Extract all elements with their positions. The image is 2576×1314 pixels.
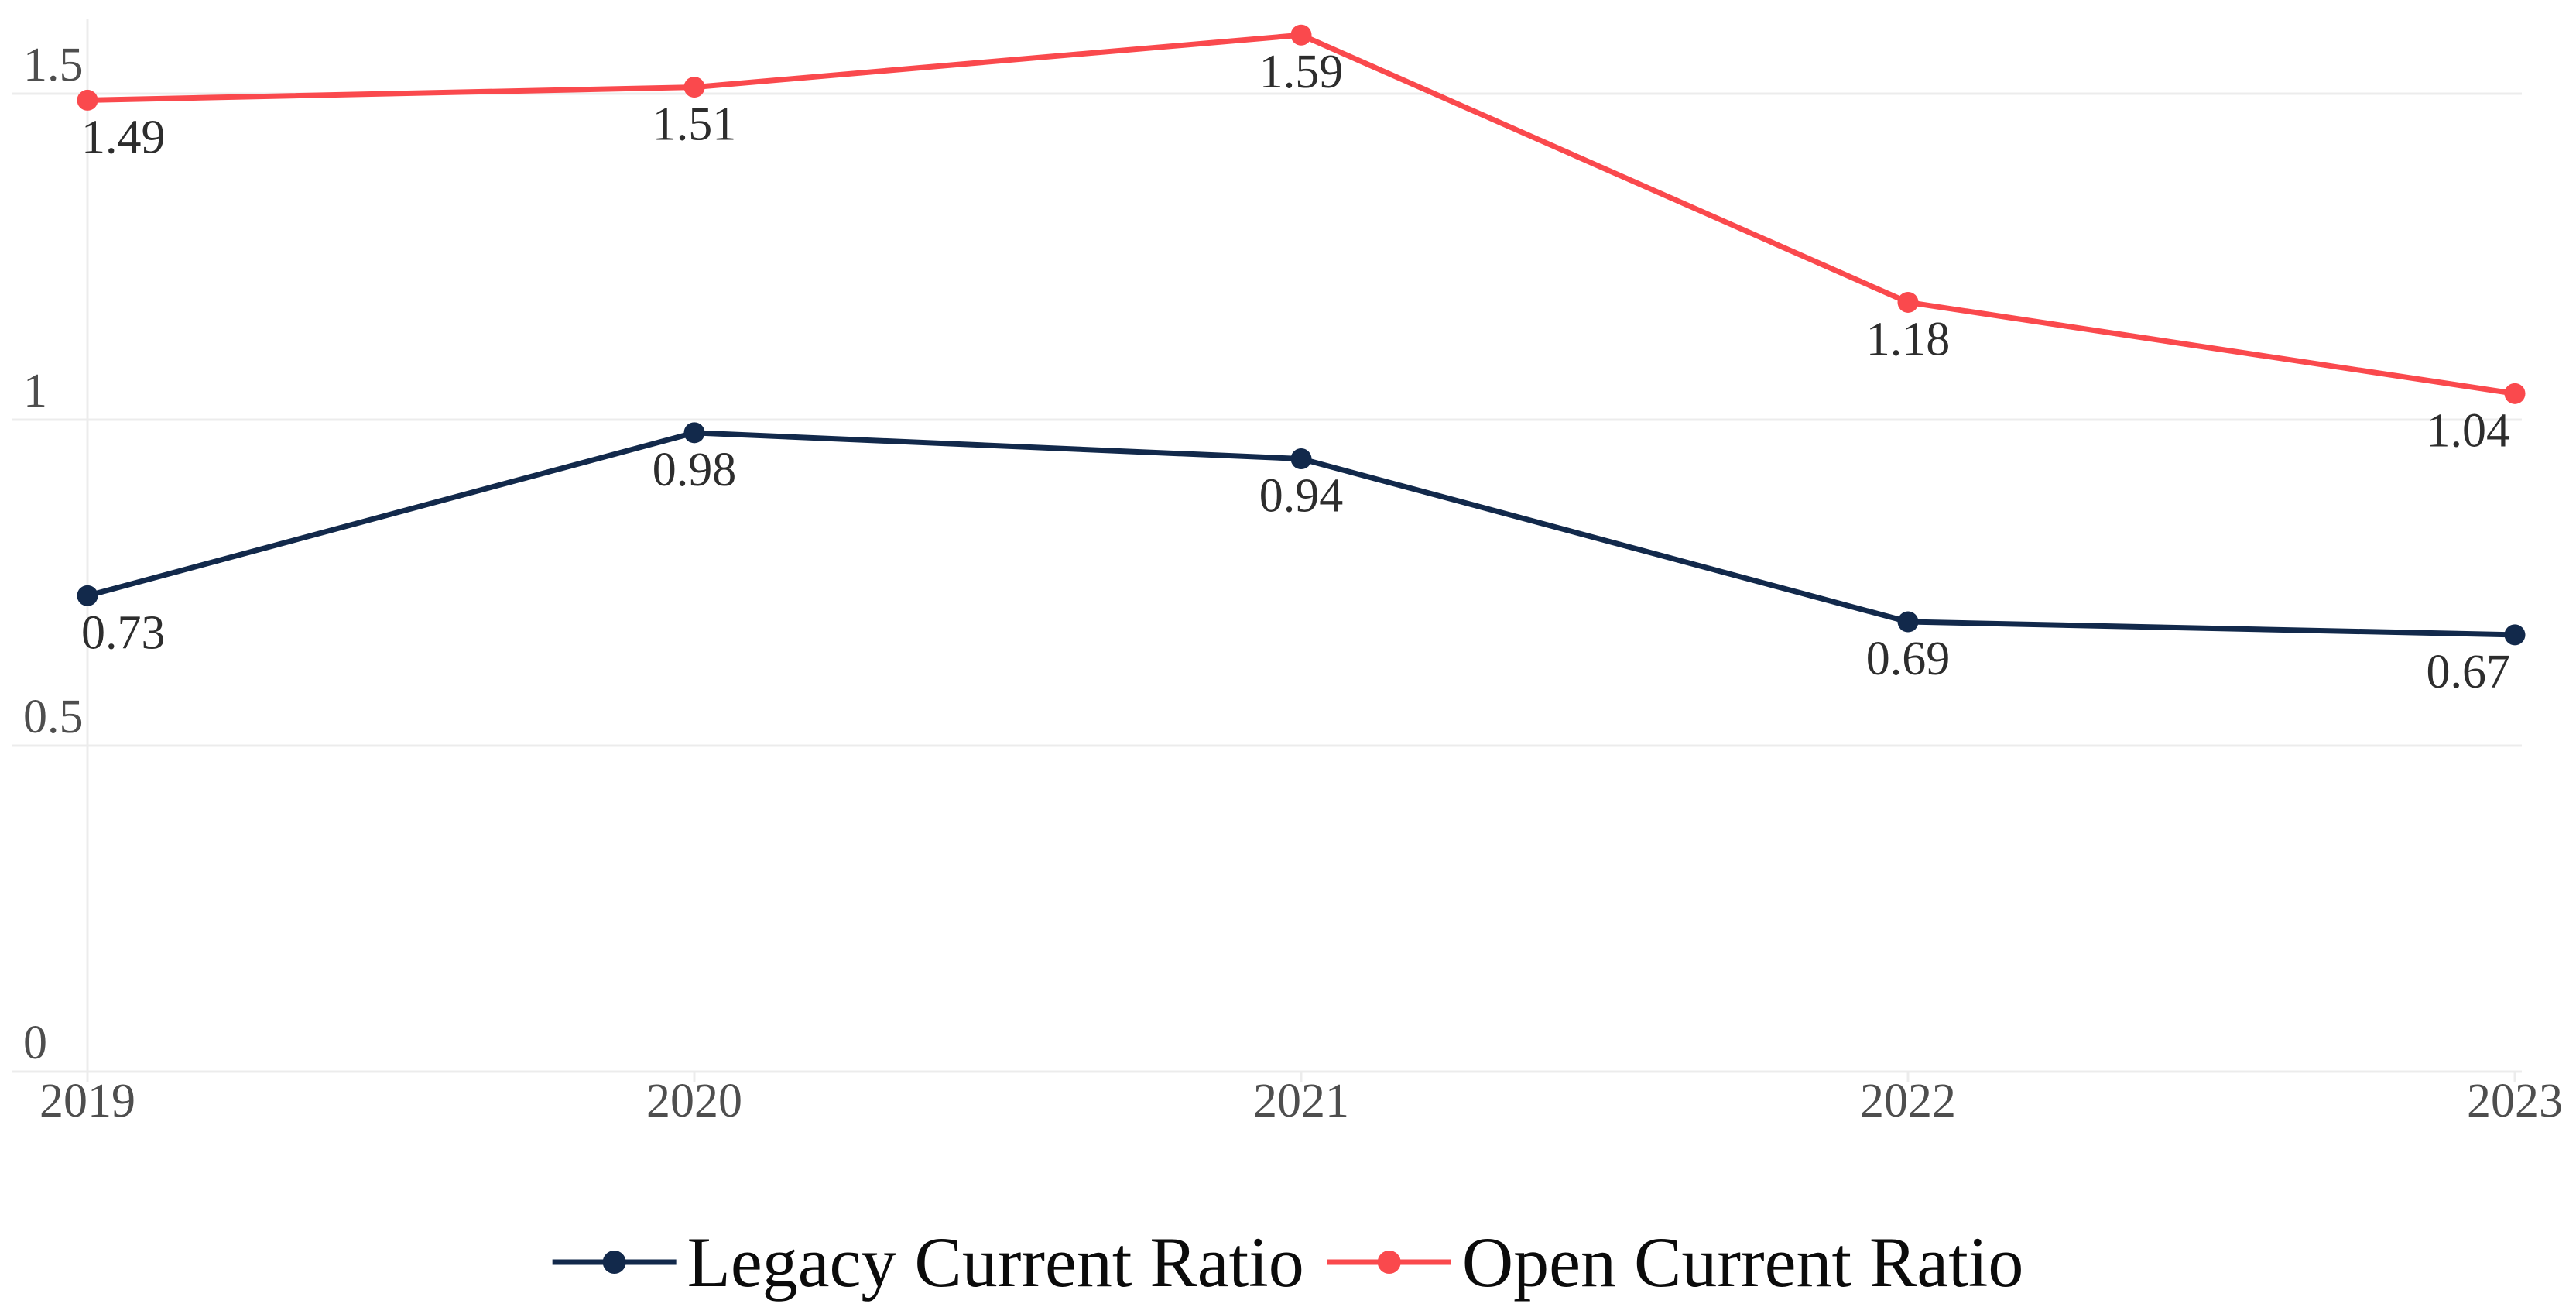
y-axis-labels: 0 0.5 1 1.5 <box>23 39 84 1069</box>
x-tick-label: 2020 <box>646 1075 742 1127</box>
value-label: 1.51 <box>653 98 737 151</box>
data-point <box>683 77 705 98</box>
y-tick-label: 0.5 <box>23 691 84 743</box>
data-point <box>77 89 98 111</box>
value-label: 0.94 <box>1259 470 1344 523</box>
y-tick-label: 0 <box>23 1017 47 1069</box>
value-label: 1.18 <box>1866 313 1951 365</box>
value-label: 0.73 <box>81 606 166 659</box>
value-label: 1.49 <box>81 111 166 163</box>
x-tick-label: 2019 <box>39 1075 135 1127</box>
y-tick-label: 1 <box>23 365 47 417</box>
legend: Legacy Current Ratio Open Current Ratio <box>552 1223 2024 1302</box>
value-label: 0.67 <box>2427 646 2511 698</box>
x-tick-label: 2021 <box>1253 1075 1349 1127</box>
value-label: 1.59 <box>1259 46 1344 98</box>
legend-item-label: Legacy Current Ratio <box>687 1223 1304 1302</box>
legend-item-legacy-current-ratio[interactable]: Legacy Current Ratio <box>552 1223 1304 1302</box>
legend-swatch-dot <box>602 1251 626 1274</box>
data-point <box>1290 448 1312 470</box>
legend-swatch-dot <box>1377 1251 1401 1274</box>
data-point <box>2504 383 2526 404</box>
legend-item-open-current-ratio[interactable]: Open Current Ratio <box>1327 1223 2024 1302</box>
y-tick-label: 1.5 <box>23 39 84 91</box>
x-tick-label: 2023 <box>2467 1075 2563 1127</box>
value-label: 0.69 <box>1866 633 1951 685</box>
value-label: 0.98 <box>653 444 737 496</box>
series-open-current-ratio: 1.49 1.51 1.59 1.18 1.04 <box>77 24 2526 457</box>
legend-item-label: Open Current Ratio <box>1462 1223 2024 1302</box>
x-axis-labels: 2019 2020 2021 2022 2023 <box>39 1075 2563 1127</box>
data-point <box>77 585 98 606</box>
data-point <box>1290 24 1312 46</box>
data-point <box>683 422 705 444</box>
data-point <box>1897 291 1919 313</box>
data-point <box>2504 624 2526 646</box>
x-tick-label: 2022 <box>1860 1075 1956 1127</box>
data-point <box>1897 611 1919 633</box>
value-label: 1.04 <box>2427 404 2511 457</box>
series-legacy-current-ratio: 0.73 0.98 0.94 0.69 0.67 <box>77 422 2526 698</box>
